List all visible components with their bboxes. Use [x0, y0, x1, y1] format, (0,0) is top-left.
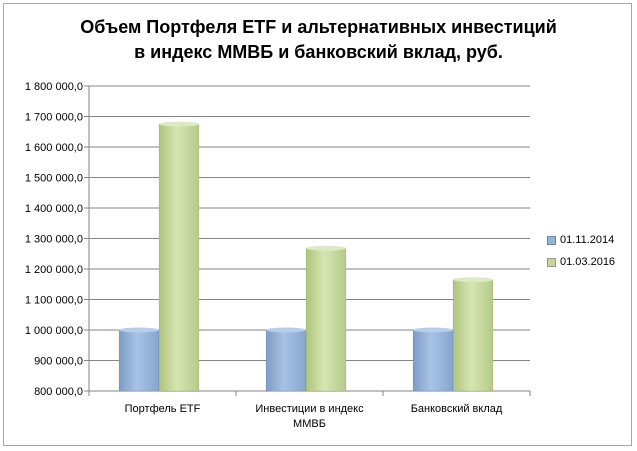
bar-cap-series-2 — [306, 245, 346, 251]
y-tick-label: 1 700 000,0 — [25, 112, 83, 124]
bar-cap-series-2 — [159, 121, 199, 127]
y-tick-label: 800 000,0 — [34, 386, 83, 398]
legend-swatch-series-2 — [547, 257, 556, 267]
chart-title-line-2: в индекс ММВБ и банковский вклад, руб. — [134, 42, 503, 62]
bar-cap-series-1 — [119, 327, 159, 333]
y-tick-label: 1 800 000,0 — [25, 81, 83, 93]
legend-label-series-1: 01.11.2014 — [560, 234, 615, 246]
y-tick-label: 1 100 000,0 — [25, 295, 83, 307]
bar-series-2 — [305, 247, 347, 392]
bar-series-1 — [118, 329, 160, 392]
y-tick-label: 1 200 000,0 — [25, 264, 83, 276]
y-tick-label: 1 600 000,0 — [25, 142, 83, 154]
y-tick-label: 1 000 000,0 — [25, 325, 83, 337]
bar-series-1 — [265, 329, 307, 392]
y-tick-label: 1 400 000,0 — [25, 203, 83, 215]
x-category-label: Портфель ETF — [125, 403, 201, 415]
bar-cap-series-1 — [266, 327, 306, 333]
bar-series-2 — [452, 279, 494, 392]
bar-series-1 — [412, 329, 454, 392]
y-tick-label: 1 300 000,0 — [25, 234, 83, 246]
chart-title-line-1: Объем Портфеля ETF и альтернативных инве… — [80, 17, 557, 37]
x-category-label: Инвестиции в индекс — [255, 403, 364, 415]
legend: 01.11.2014 01.03.2016 — [547, 229, 615, 273]
y-tick-label: 1 500 000,0 — [25, 173, 83, 185]
x-category-label: Банковский вклад — [411, 403, 503, 415]
chart-title: Объем Портфеля ETF и альтернативных инве… — [0, 15, 637, 65]
y-tick-label: 900 000,0 — [34, 356, 83, 368]
legend-swatch-series-1 — [547, 235, 556, 245]
bar-cap-series-1 — [413, 327, 453, 333]
legend-label-series-2: 01.03.2016 — [560, 256, 616, 268]
bar-cap-series-2 — [453, 277, 493, 283]
bar-series-2 — [158, 123, 200, 392]
legend-item-series-1: 01.11.2014 — [547, 229, 615, 251]
x-category-label: ММВБ — [293, 418, 326, 430]
legend-item-series-2: 01.03.2016 — [547, 251, 615, 273]
